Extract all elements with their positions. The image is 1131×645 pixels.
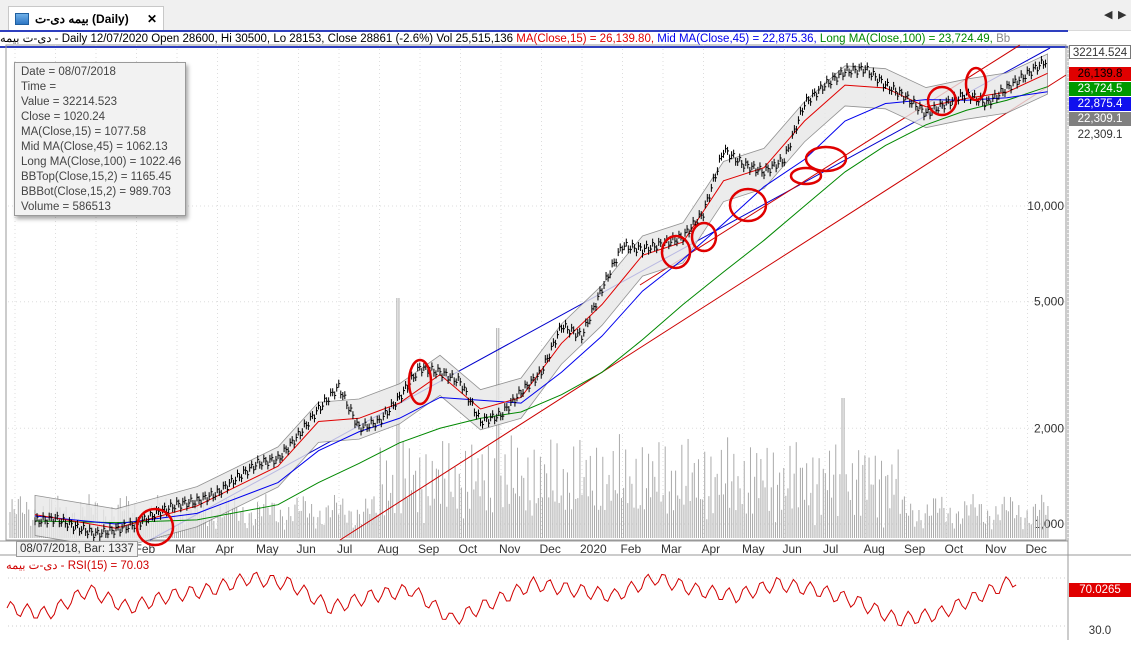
ma100-line [34,86,1048,524]
tab-bar: بیمه دی‌-ت (Daily) ✕ ◀ ▶ [0,0,1131,31]
x-tick-label: Mar [175,542,196,556]
x-tick-label: Jun [783,542,802,556]
last-price-box: 22,309.1 [1069,128,1131,142]
highlight-circle [964,66,988,102]
tooltip-line: MA(Close,15) = 1077.58 [21,126,146,138]
rsi-header: دی‌-ت بیمه - RSI(15) = 70.03 [6,558,149,572]
y-tick-label: 1,000 [1034,517,1064,531]
tooltip-line: Volume = 586513 [21,201,111,213]
ma15-price-box: 26,139.8 [1069,67,1131,81]
x-tick-label: May [742,542,765,556]
x-tick-label: Apr [216,542,235,556]
ma100-price-box: 23,724.5 [1069,82,1131,96]
y-tick-label: 2,000 [1034,421,1064,435]
x-tick-label: Jun [297,542,316,556]
ma45-price-box: 22,875.4 [1069,97,1131,111]
highlight-circle [804,145,848,173]
tab-title: بیمه دی‌-ت (Daily) [35,11,129,26]
x-tick-label: Feb [621,542,642,556]
tooltip-line: Long MA(Close,100) = 1022.46 [21,156,182,168]
highlight-circle [728,187,768,223]
tooltip-line: BBTop(Close,15,2) = 1165.45 [21,171,172,183]
close-icon[interactable]: ✕ [146,11,157,26]
chart-tab[interactable]: بیمه دی‌-ت (Daily) ✕ [8,6,164,30]
x-tick-label: Jul [823,542,838,556]
highlight-circle [135,507,175,547]
info-ma45: Mid MA(Close,45) = 22,875.36, [654,33,817,45]
highlight-circle [789,166,823,186]
data-tooltip: Date = 08/07/2018 Time = Value = 32214.5… [14,62,186,216]
scroll-right-icon[interactable]: ▶ [1118,9,1127,21]
bar-label: 08/07/2018, Bar: 1337 [16,541,138,557]
x-tick-label: Sep [904,542,926,556]
price-panel-frame [5,44,1067,541]
rsi-label: دی‌-ت بیمه - RSI(15) = 70.03 [6,560,150,572]
info-head: دی‌-ت بیمه - Daily 12/07/2020 Open 28600… [0,33,517,45]
tooltip-line: BBBot(Close,15,2) = 989.703 [21,186,171,198]
ma45-line [34,91,1048,525]
x-tick-label: Aug [378,542,399,556]
highlight-circle [407,358,433,406]
x-tick-label: Oct [945,542,964,556]
rsi-line [6,571,1017,627]
x-tick-label: Jul [337,542,352,556]
x-tick-label: Sep [418,542,440,556]
info-ma100: Long MA(Close,100) = 23,724.49, [816,33,993,45]
price-info-line: دی‌-ت بیمه - Daily 12/07/2020 Open 28600… [0,30,1068,48]
tooltip-line: Date = 08/07/2018 [21,66,116,78]
cursor-price-box: 32214.524 [1069,45,1131,59]
x-tick-label: Apr [702,542,721,556]
x-tick-label: Oct [459,542,478,556]
x-tick-label: Dec [540,542,561,556]
info-tail: Bb [992,33,1011,45]
scroll-left-icon[interactable]: ◀ [1104,9,1113,21]
x-tick-label: Mar [661,542,682,556]
x-tick-label: Aug [864,542,885,556]
x-tick-label: Nov [499,542,520,556]
x-tick-label: Nov [985,542,1006,556]
tooltip-line: Mid MA(Close,45) = 1062.13 [21,141,168,153]
trend-channel-red-low [339,74,1067,541]
ma15-line [34,72,1048,529]
tooltip-line: Time = [21,81,57,93]
info-ma15: MA(Close,15) = 26,139.80, [516,33,655,45]
highlight-circle [660,234,692,270]
highlight-circle [926,85,958,117]
tooltip-line: Value = 32214.523 [21,96,118,108]
rsi-value-box: 70.0265 [1069,583,1131,597]
bb-price-box: 22,309.1 [1069,112,1131,126]
rsi-level-label: 30.0 [1088,625,1112,637]
x-tick-label: 2020 [580,542,607,556]
chart-icon [15,12,29,25]
highlight-circle [690,221,718,253]
x-tick-label: May [256,542,279,556]
y-tick-label: 10,000 [1027,199,1064,213]
x-tick-label: Dec [1026,542,1047,556]
y-tick-label: 5,000 [1034,295,1064,309]
tooltip-line: Close = 1020.24 [21,111,106,123]
